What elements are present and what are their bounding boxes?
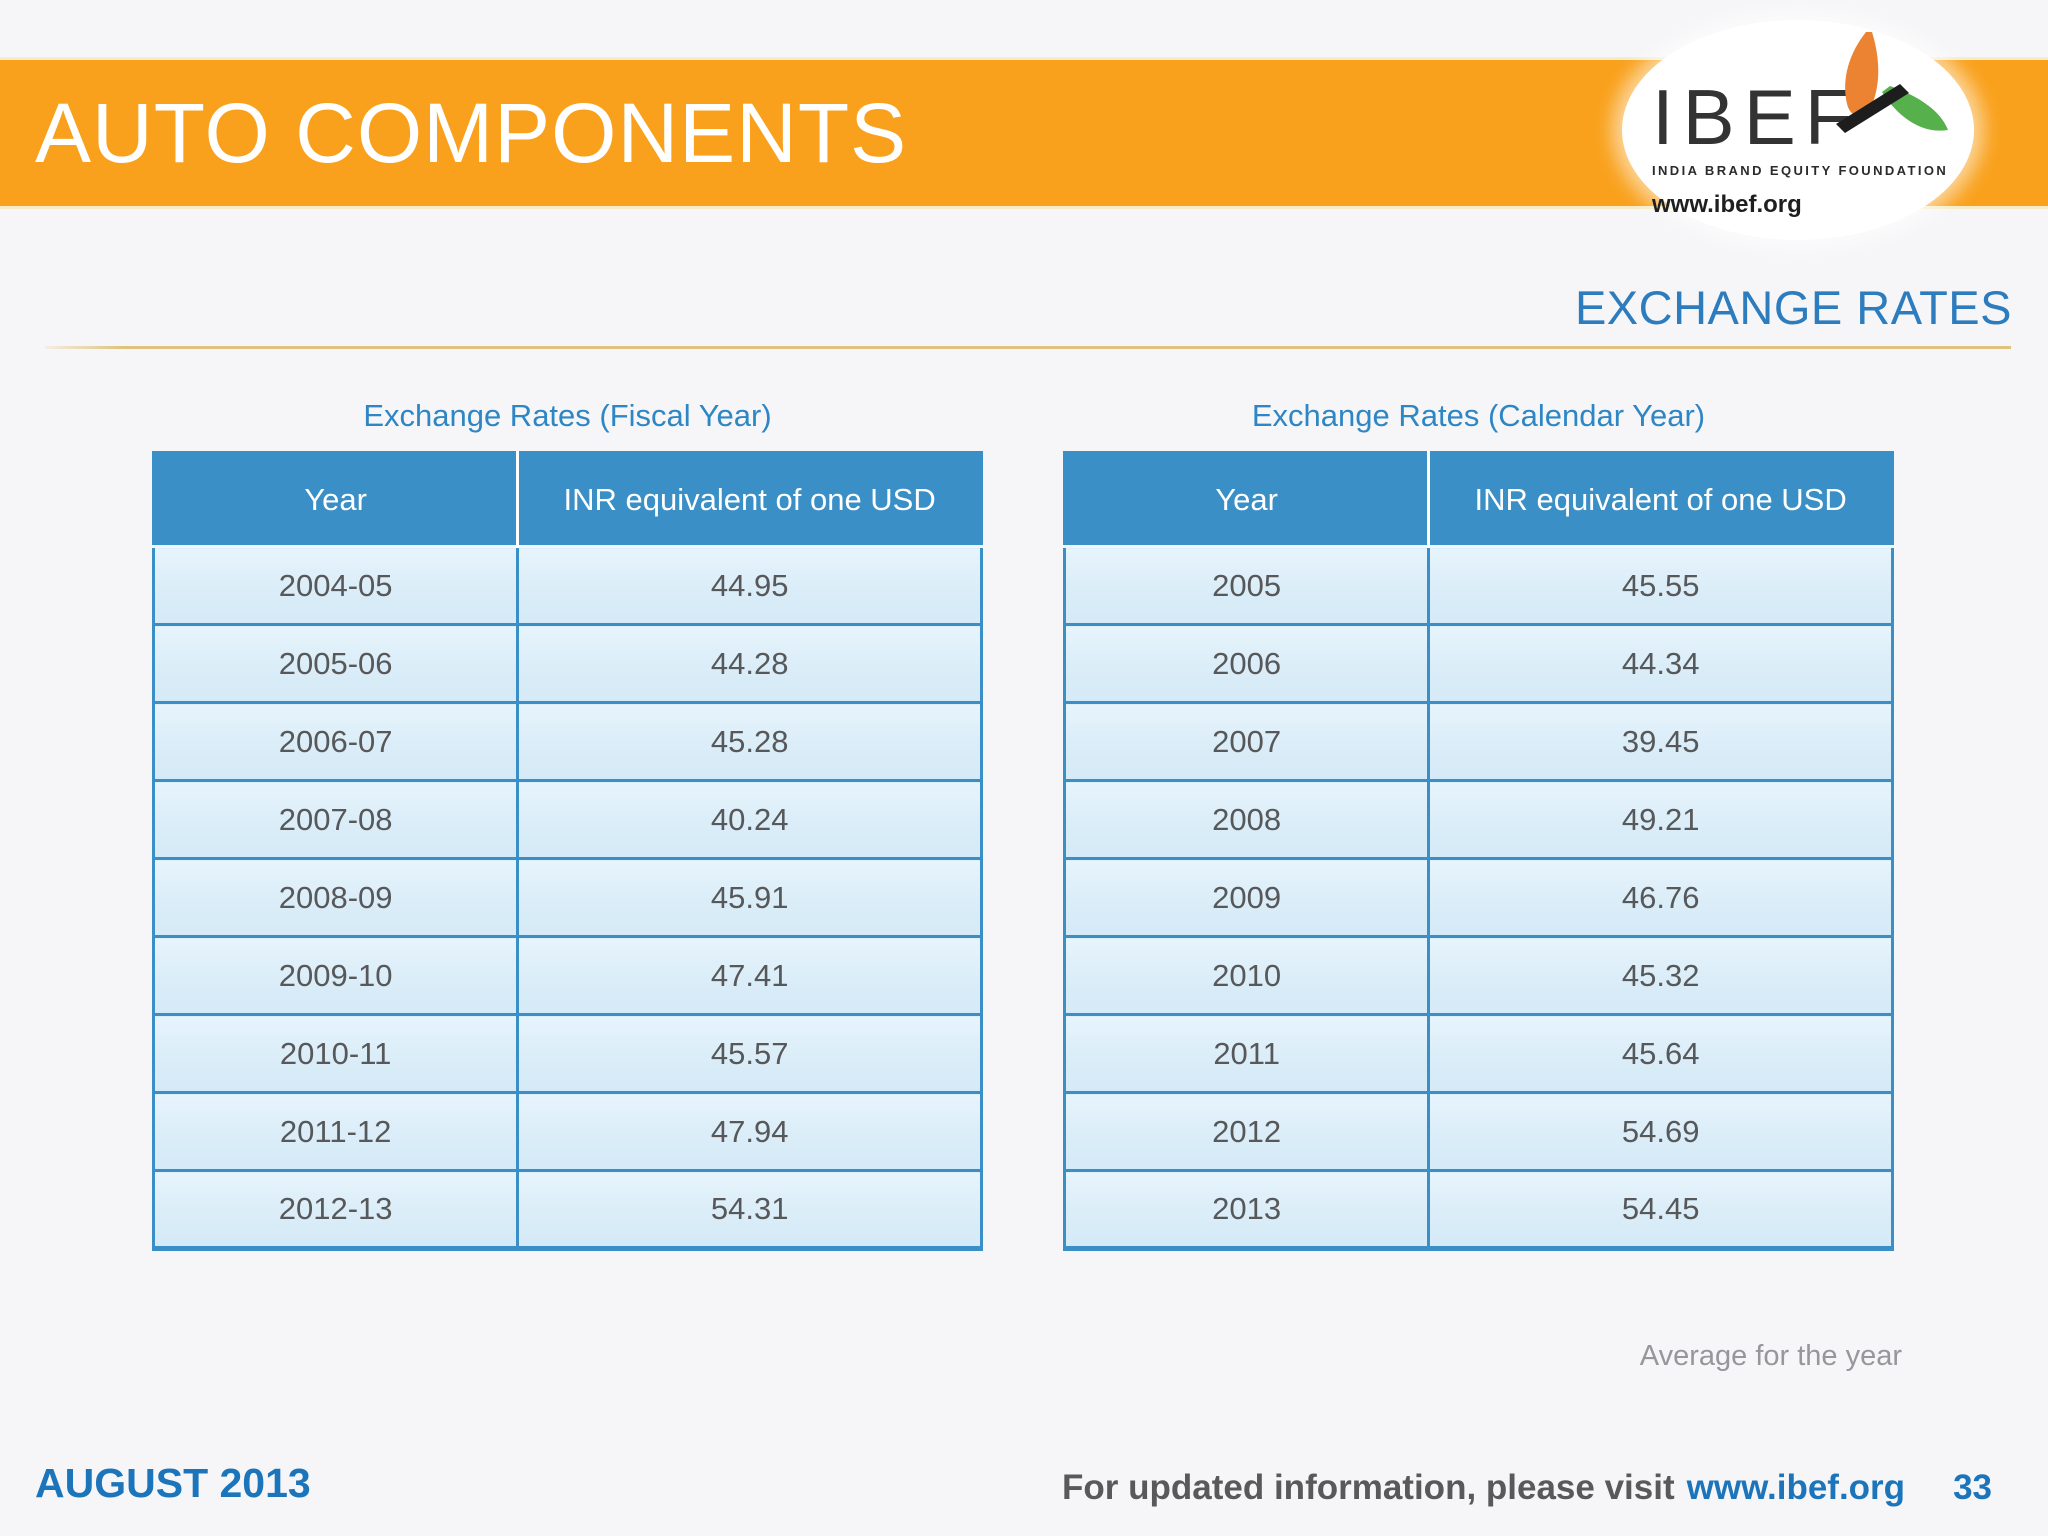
calendar-table-title: Exchange Rates (Calendar Year) xyxy=(1251,398,1706,433)
calendar-table: Year INR equivalent of one USD 2005 45.55… xyxy=(1063,451,1894,1251)
logo-acronym: IBEF xyxy=(1652,73,1862,161)
year-cell: 2006-07 xyxy=(153,701,518,781)
rate-cell: 47.94 xyxy=(516,1091,982,1171)
logo-tagline: INDIA BRAND EQUITY FOUNDATION xyxy=(1652,163,1949,178)
logo-capsule xyxy=(1622,20,1974,240)
fiscal-table: Year INR equivalent of one USD 2004-05 44… xyxy=(152,451,983,1251)
table-row: 2005 45.55 xyxy=(1064,545,1893,625)
table-row: 2007-08 40.24 xyxy=(153,779,982,859)
rate-column-header: INR equivalent of one USD xyxy=(1427,452,1893,547)
table-header-row: Year INR equivalent of one USD xyxy=(153,452,982,547)
year-cell: 2005-06 xyxy=(153,623,518,703)
logo-website: www.ibef.org xyxy=(1652,191,1802,218)
table-row: 2007 39.45 xyxy=(1064,701,1893,781)
page-number: 33 xyxy=(1953,1468,1992,1507)
table-row: 2009-10 47.41 xyxy=(153,935,982,1015)
fiscal-table-title: Exchange Rates (Fiscal Year) xyxy=(363,398,772,433)
table-row: 2011-12 47.94 xyxy=(153,1091,982,1171)
ibef-bird-icon xyxy=(1836,32,1948,133)
table-row: 2012-13 54.31 xyxy=(153,1169,982,1249)
year-cell: 2006 xyxy=(1064,623,1429,703)
table-row: 2008 49.21 xyxy=(1064,779,1893,859)
rate-cell: 49.21 xyxy=(1427,779,1893,859)
rate-cell: 54.69 xyxy=(1427,1091,1893,1171)
year-cell: 2013 xyxy=(1064,1169,1429,1249)
rate-cell: 44.95 xyxy=(516,545,982,625)
rate-cell: 45.32 xyxy=(1427,935,1893,1015)
table-row: 2006-07 45.28 xyxy=(153,701,982,781)
table-row: 2004-05 44.95 xyxy=(153,545,982,625)
footer-website-link[interactable]: www.ibef.org xyxy=(1686,1468,1906,1507)
table-row: 2005-06 44.28 xyxy=(153,623,982,703)
rate-cell: 45.64 xyxy=(1427,1013,1893,1093)
rate-cell: 45.55 xyxy=(1427,545,1893,625)
table-footnote: Average for the year xyxy=(1639,1340,1902,1372)
year-cell: 2011-12 xyxy=(153,1091,518,1171)
footer-info-text: For updated information, please visit xyxy=(1062,1468,1675,1507)
year-cell: 2009 xyxy=(1064,857,1429,937)
rate-cell: 44.34 xyxy=(1427,623,1893,703)
page-title: AUTO COMPONENTS xyxy=(35,86,908,180)
calendar-table-section: Exchange Rates (Calendar Year) Year INR … xyxy=(1063,398,1894,1251)
year-column-header: Year xyxy=(153,452,518,547)
table-row: 2010 45.32 xyxy=(1064,935,1893,1015)
footer-right: For updated information, please visit ww… xyxy=(1062,1468,1992,1508)
rate-cell: 44.28 xyxy=(516,623,982,703)
year-cell: 2007-08 xyxy=(153,779,518,859)
year-cell: 2008 xyxy=(1064,779,1429,859)
table-row: 2008-09 45.91 xyxy=(153,857,982,937)
rate-cell: 40.24 xyxy=(516,779,982,859)
rate-cell: 54.31 xyxy=(516,1169,982,1249)
rate-cell: 47.41 xyxy=(516,935,982,1015)
rate-cell: 39.45 xyxy=(1427,701,1893,781)
year-cell: 2009-10 xyxy=(153,935,518,1015)
year-cell: 2007 xyxy=(1064,701,1429,781)
table-row: 2013 54.45 xyxy=(1064,1169,1893,1249)
gold-divider xyxy=(45,346,2011,349)
year-cell: 2010-11 xyxy=(153,1013,518,1093)
rate-column-header: INR equivalent of one USD xyxy=(516,452,982,547)
year-column-header: Year xyxy=(1064,452,1429,547)
table-row: 2012 54.69 xyxy=(1064,1091,1893,1171)
table-header-row: Year INR equivalent of one USD xyxy=(1064,452,1893,547)
year-cell: 2012-13 xyxy=(153,1169,518,1249)
footer-date: AUGUST 2013 xyxy=(35,1460,311,1506)
year-cell: 2011 xyxy=(1064,1013,1429,1093)
fiscal-table-section: Exchange Rates (Fiscal Year) Year INR eq… xyxy=(152,398,983,1251)
rate-cell: 46.76 xyxy=(1427,857,1893,937)
rate-cell: 54.45 xyxy=(1427,1169,1893,1249)
rate-cell: 45.28 xyxy=(516,701,982,781)
year-cell: 2004-05 xyxy=(153,545,518,625)
rate-cell: 45.91 xyxy=(516,857,982,937)
year-cell: 2010 xyxy=(1064,935,1429,1015)
table-row: 2006 44.34 xyxy=(1064,623,1893,703)
year-cell: 2012 xyxy=(1064,1091,1429,1171)
year-cell: 2008-09 xyxy=(153,857,518,937)
table-row: 2011 45.64 xyxy=(1064,1013,1893,1093)
table-row: 2009 46.76 xyxy=(1064,857,1893,937)
year-cell: 2005 xyxy=(1064,545,1429,625)
section-title: EXCHANGE RATES xyxy=(1574,281,2012,334)
rate-cell: 45.57 xyxy=(516,1013,982,1093)
table-row: 2010-11 45.57 xyxy=(153,1013,982,1093)
